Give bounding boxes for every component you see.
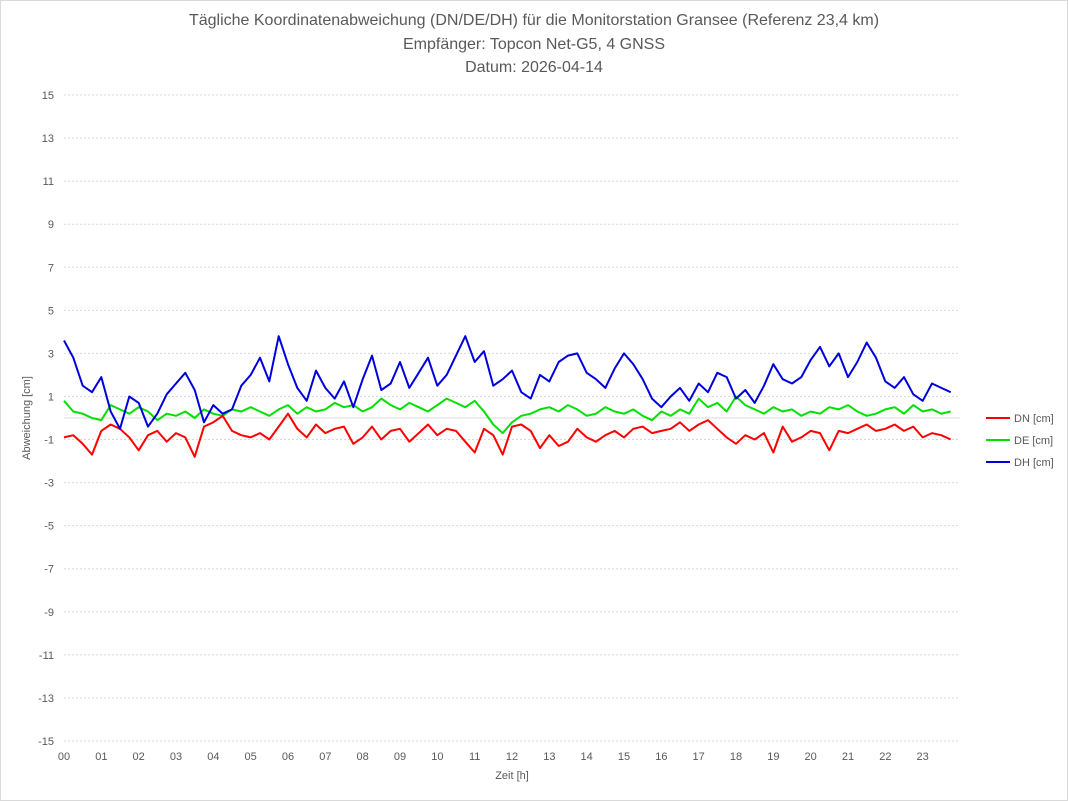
- x-tick-label: 21: [842, 751, 854, 763]
- legend-label: DE [cm]: [1014, 435, 1053, 447]
- x-tick-label: 04: [207, 751, 219, 763]
- y-tick-label: -11: [39, 650, 54, 662]
- y-axis-label: Abweichung [cm]: [21, 376, 33, 460]
- y-tick-label: 13: [42, 133, 54, 145]
- series-lines: [63, 335, 952, 458]
- y-tick-label: 7: [48, 262, 54, 274]
- x-tick-label: 13: [543, 751, 555, 763]
- y-tick-label: -7: [44, 564, 54, 576]
- x-tick-label: 11: [469, 751, 480, 763]
- x-tick-label: 15: [618, 751, 630, 763]
- y-tick-label: -1: [44, 435, 54, 447]
- x-tick-label: 12: [506, 751, 518, 763]
- chart-title: Tägliche Koordinatenabweichung (DN/DE/DH…: [188, 12, 880, 29]
- gridlines: [64, 94, 960, 742]
- y-tick-label: 3: [48, 348, 54, 360]
- x-axis-label: Zeit [h]: [495, 770, 529, 782]
- x-tick-label: 19: [767, 751, 779, 763]
- legend-label: DN [cm]: [1014, 413, 1054, 425]
- x-tick-label: 08: [357, 751, 369, 763]
- y-tick-label: 11: [43, 176, 54, 188]
- y-tick-label: 5: [48, 305, 54, 317]
- x-tick-label: 22: [879, 751, 891, 763]
- x-tick-label: 20: [805, 751, 817, 763]
- x-tick-label: 05: [245, 751, 257, 763]
- legend-label: DH [cm]: [1014, 457, 1054, 469]
- y-tick-label: 9: [48, 219, 54, 231]
- x-tick-label: 09: [394, 751, 406, 763]
- y-tick-label: 1: [48, 391, 54, 403]
- x-tick-label: 01: [95, 751, 107, 763]
- series-line-de: [63, 395, 951, 435]
- y-tick-label: -15: [38, 736, 54, 748]
- series-line-dh: [63, 335, 952, 430]
- x-tick-label: 07: [319, 751, 331, 763]
- series-line-dn: [63, 412, 952, 458]
- x-tick-labels: 00 01 02 03 04 05 06 07 08 09 10 11 12 13 14 15 16 17 18 19…: [58, 751, 929, 763]
- legend: DN [cm] DE [cm] DH [cm]: [986, 413, 1054, 469]
- y-tick-label: -3: [44, 478, 54, 490]
- y-tick-label: -9: [44, 607, 54, 619]
- x-tick-label: 00: [58, 751, 70, 763]
- x-tick-label: 02: [133, 751, 145, 763]
- x-tick-label: 18: [730, 751, 742, 763]
- y-tick-label: -13: [38, 693, 54, 705]
- chart-subtitle-date: Datum: 2026-04-14: [465, 59, 603, 76]
- y-tick-labels: 15 13 11 9 7 5 3 1 -1 -3 -5 -7 -9 -11 -13 -15: [38, 90, 54, 748]
- x-tick-label: 16: [655, 751, 667, 763]
- y-tick-label: 15: [42, 90, 54, 102]
- x-tick-label: 03: [170, 751, 182, 763]
- x-tick-label: 06: [282, 751, 294, 763]
- x-tick-label: 23: [917, 751, 929, 763]
- x-tick-label: 14: [581, 751, 593, 763]
- chart-subtitle-receiver: Empfänger: Topcon Net-G5, 4 GNSS: [402, 36, 666, 53]
- y-tick-label: -5: [44, 521, 54, 533]
- x-tick-label: 10: [431, 751, 443, 763]
- x-tick-label: 17: [693, 751, 705, 763]
